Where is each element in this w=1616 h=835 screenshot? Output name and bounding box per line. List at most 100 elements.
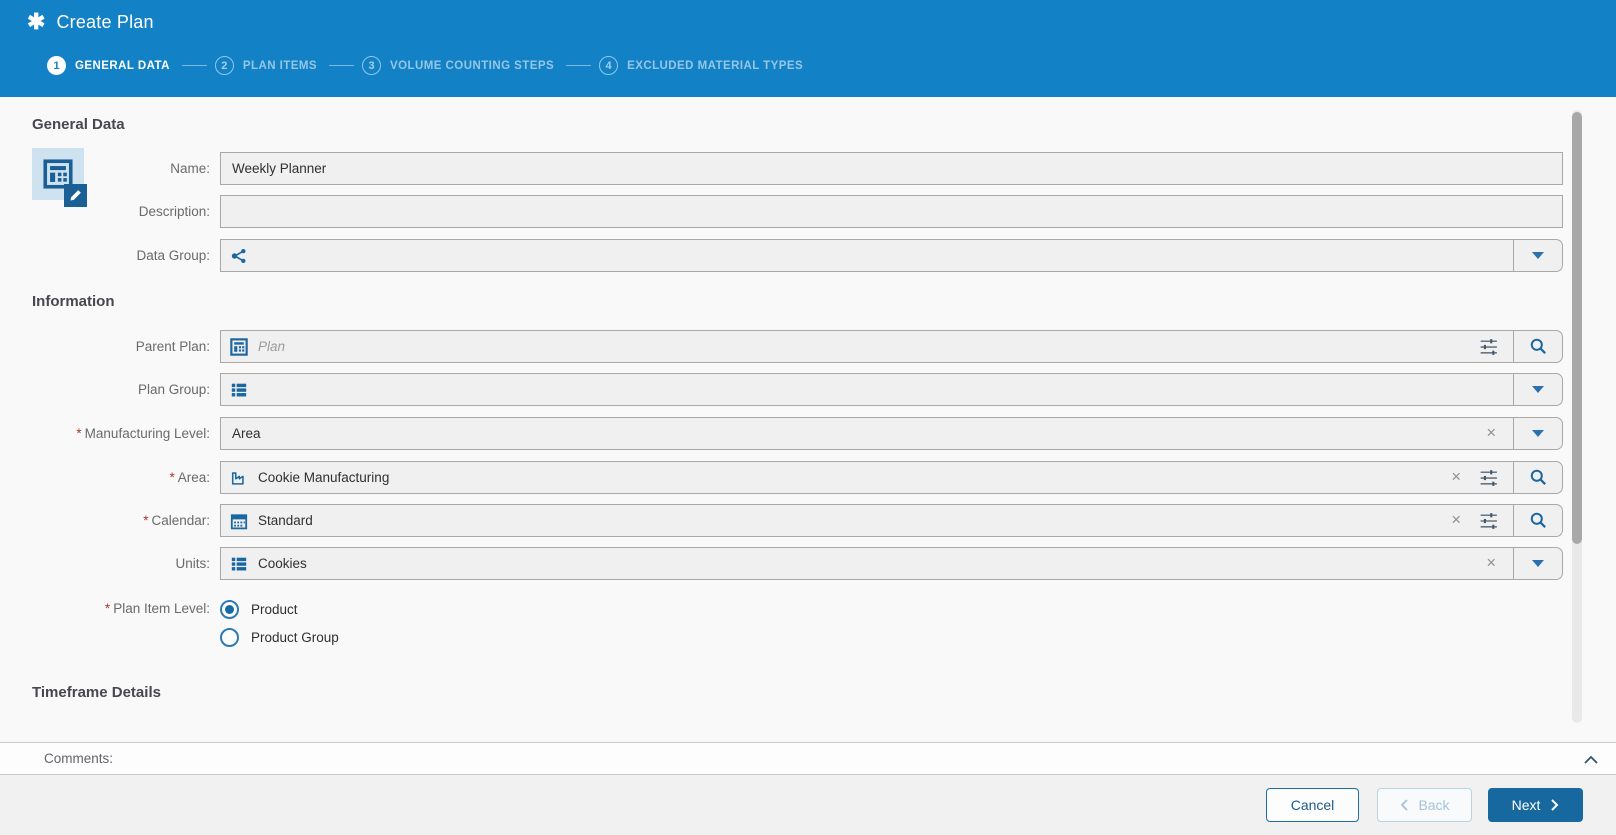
parent-plan-placeholder: Plan — [258, 339, 286, 354]
list-icon — [230, 381, 248, 399]
section-information: Information — [32, 293, 115, 310]
page-title: Create Plan — [56, 11, 154, 32]
field-row-parent-plan: Parent Plan: Plan — [0, 330, 1563, 363]
step-number: 2 — [214, 56, 234, 75]
next-label: Next — [1511, 797, 1541, 813]
parent-plan-field[interactable]: Plan — [220, 330, 1563, 363]
field-row-units: Units: Cookies × — [0, 547, 1563, 580]
cancel-label: Cancel — [1290, 797, 1335, 813]
manufacturing-level-value: Area — [232, 426, 261, 441]
clear-x-icon[interactable]: × — [1486, 424, 1496, 443]
data-group-field[interactable] — [220, 239, 1563, 272]
step-label: GENERAL DATA — [75, 59, 170, 72]
footer-bar: Cancel Back Next — [0, 775, 1616, 835]
units-field[interactable]: Cookies × — [220, 547, 1563, 580]
area-value: Cookie Manufacturing — [258, 470, 390, 485]
plan-group-dropdown-button[interactable] — [1513, 374, 1562, 405]
share-icon — [230, 247, 248, 265]
manufacturing-level-field[interactable]: Area × — [220, 417, 1563, 450]
section-timeframe-details: Timeframe Details — [32, 684, 161, 701]
plan-item-level-label: * Plan Item Level: — [104, 601, 210, 616]
manufacturing-level-label: * Manufacturing Level: — [76, 426, 210, 441]
manufacturing-level-dropdown-button[interactable] — [1513, 418, 1562, 449]
area-search-button[interactable] — [1513, 462, 1562, 493]
field-row-plan-group: Plan Group: — [0, 373, 1563, 406]
step-connector — [181, 65, 207, 66]
back-button[interactable]: Back — [1377, 788, 1472, 822]
back-label: Back — [1418, 797, 1450, 813]
step-number: 1 — [47, 56, 66, 75]
parent-plan-label: Parent Plan: — [135, 339, 210, 354]
step-volume-counting-steps[interactable]: 3 VOLUME COUNTING STEPS — [362, 56, 554, 75]
step-number: 4 — [599, 56, 619, 75]
search-icon — [1530, 512, 1546, 529]
section-general-data: General Data — [32, 116, 125, 133]
name-label: Name: — [170, 161, 210, 176]
plan-group-label: Plan Group: — [137, 382, 210, 397]
area-label: * Area: — [169, 470, 210, 485]
step-connector — [329, 65, 354, 66]
units-dropdown-button[interactable] — [1513, 548, 1562, 579]
field-row-data-group: Data Group: — [0, 239, 1563, 272]
step-general-data[interactable]: 1 GENERAL DATA — [47, 56, 170, 75]
calendar-search-button[interactable] — [1513, 505, 1562, 536]
field-row-manufacturing-level: * Manufacturing Level: Area × — [0, 417, 1563, 450]
calendar-field[interactable]: Standard × — [220, 504, 1563, 537]
cancel-button[interactable]: Cancel — [1266, 788, 1359, 822]
name-input[interactable] — [220, 152, 1563, 185]
step-excluded-material-types[interactable]: 4 EXCLUDED MATERIAL TYPES — [599, 56, 803, 75]
next-button[interactable]: Next — [1488, 788, 1583, 822]
search-icon — [1530, 469, 1546, 486]
field-row-plan-item-level: * Plan Item Level: — [0, 593, 1563, 616]
field-row-calendar: * Calendar: Standard × — [0, 504, 1563, 537]
search-icon — [1530, 338, 1546, 355]
filter-sliders-icon[interactable] — [1478, 336, 1499, 357]
data-group-label: Data Group: — [136, 248, 210, 263]
required-marker: * — [169, 470, 175, 485]
clear-x-icon[interactable]: × — [1451, 511, 1461, 530]
description-input[interactable] — [220, 195, 1563, 228]
field-row-area: * Area: Cookie Manufacturing × — [0, 461, 1563, 494]
clear-x-icon[interactable]: × — [1451, 468, 1461, 487]
parent-plan-search-button[interactable] — [1513, 331, 1562, 362]
comments-collapse-button[interactable] — [1580, 749, 1602, 769]
plan-group-field[interactable] — [220, 373, 1563, 406]
field-row-name: Name: — [0, 152, 1563, 185]
required-marker: * — [104, 601, 111, 616]
dropdown-arrow-icon — [1532, 252, 1544, 259]
step-label: VOLUME COUNTING STEPS — [390, 59, 555, 72]
calendar-icon — [230, 512, 248, 530]
units-value: Cookies — [258, 556, 307, 571]
area-field[interactable]: Cookie Manufacturing × — [220, 461, 1563, 494]
step-plan-items[interactable]: 2 PLAN ITEMS — [214, 56, 317, 75]
dropdown-arrow-icon — [1532, 560, 1544, 567]
comments-label: Comments: — [44, 751, 114, 766]
required-marker: * — [76, 426, 82, 441]
edit-pencil-icon[interactable] — [64, 184, 87, 207]
clear-x-icon[interactable]: × — [1486, 554, 1496, 573]
step-label: EXCLUDED MATERIAL TYPES — [627, 59, 804, 72]
required-marker: * — [143, 513, 149, 528]
step-label: PLAN ITEMS — [242, 59, 317, 72]
list-icon — [230, 555, 248, 573]
radio-product-group[interactable]: Product Group — [220, 628, 339, 647]
field-row-description: Description: — [0, 195, 1563, 228]
scrollbar-thumb[interactable] — [1572, 112, 1582, 544]
comments-bar: Comments: — [0, 742, 1616, 775]
radio-icon — [220, 600, 239, 619]
chevron-left-icon — [1401, 799, 1409, 811]
wizard-steps: 1 GENERAL DATA 2 PLAN ITEMS 3 VOLUME COU… — [47, 56, 803, 75]
filter-sliders-icon[interactable] — [1478, 467, 1499, 488]
plan-grid-icon — [230, 337, 248, 356]
radio-product-group-label: Product Group — [251, 630, 339, 645]
wizard-header: ✱ Create Plan 1 GENERAL DATA 2 PLAN ITEM… — [0, 0, 1616, 97]
description-label: Description: — [138, 204, 210, 219]
filter-sliders-icon[interactable] — [1478, 510, 1499, 531]
data-group-dropdown-button[interactable] — [1513, 240, 1562, 271]
step-connector — [566, 65, 592, 66]
dropdown-arrow-icon — [1532, 386, 1544, 393]
calendar-value: Standard — [258, 513, 313, 528]
radio-product[interactable]: Product — [220, 600, 298, 619]
calendar-label: * Calendar: — [143, 513, 210, 528]
